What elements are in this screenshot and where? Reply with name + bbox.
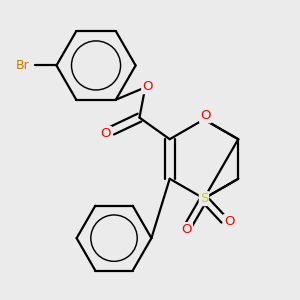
Text: O: O (224, 215, 234, 228)
Text: O: O (200, 109, 211, 122)
Text: Br: Br (16, 59, 29, 72)
Text: O: O (142, 80, 153, 93)
Text: O: O (100, 127, 111, 140)
Text: S: S (200, 192, 208, 205)
Text: O: O (182, 223, 192, 236)
